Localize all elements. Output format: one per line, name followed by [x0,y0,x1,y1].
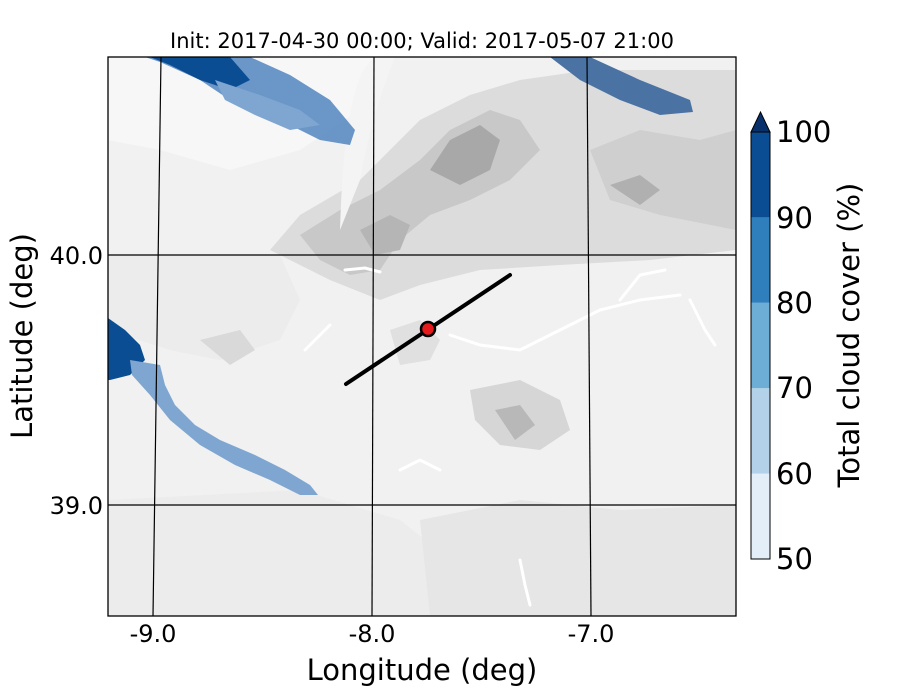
colorbar-extend-arrow [750,110,771,133]
x-tick-label: -9.0 [130,620,177,648]
lon-line-minus7 [586,57,592,616]
map-panel [107,56,737,617]
y-ticks: 40.0 39.0 [50,242,103,520]
colorbar: 50 60 70 80 90 100 Total cloud cover (%) [750,110,866,576]
y-tick-label: 39.0 [50,492,103,520]
x-tick-label: -8.0 [349,620,396,648]
y-axis-label: Latitude (deg) [5,233,39,439]
colorbar-frame [750,131,771,560]
plot-title: Init: 2017-04-30 00:00; Valid: 2017-05-0… [170,29,674,53]
cross-section-center-marker [419,320,437,338]
graticule [108,57,736,616]
colorbar-segment [751,473,770,559]
cloud-band-high [150,57,250,90]
colorbar-tick-label: 100 [776,115,831,149]
colorbar-tick-label: 60 [776,457,813,491]
rivers [303,266,717,607]
cross-section [344,273,512,386]
colorbar-tick-label: 70 [776,371,813,405]
colorbar-tick-label: 90 [776,201,813,235]
colorbar-segment [751,302,770,389]
colorbar-ticks: 50 60 70 80 90 100 [776,115,831,576]
lon-line-minus9 [152,57,162,616]
x-ticks: -9.0 -8.0 -7.0 [130,620,615,648]
colorbar-segment [751,388,770,474]
y-tick-label: 40.0 [50,242,103,270]
cloud-band-northeast [550,57,693,115]
colorbar-segment [751,217,770,303]
colorbar-segments [751,132,770,559]
colorbar-tick-label: 80 [776,286,813,320]
cloud-cover-shading [108,57,693,495]
map-content [108,57,736,616]
x-tick-label: -7.0 [568,620,615,648]
lon-line-minus8 [371,57,375,616]
colorbar-label: Total cloud cover (%) [832,183,866,489]
colorbar-tick-label: 50 [776,542,813,576]
colorbar-segment [751,132,770,218]
x-axis-label: Longitude (deg) [307,653,538,687]
cloud-band-southwest [130,360,318,495]
map-frame [107,56,737,617]
